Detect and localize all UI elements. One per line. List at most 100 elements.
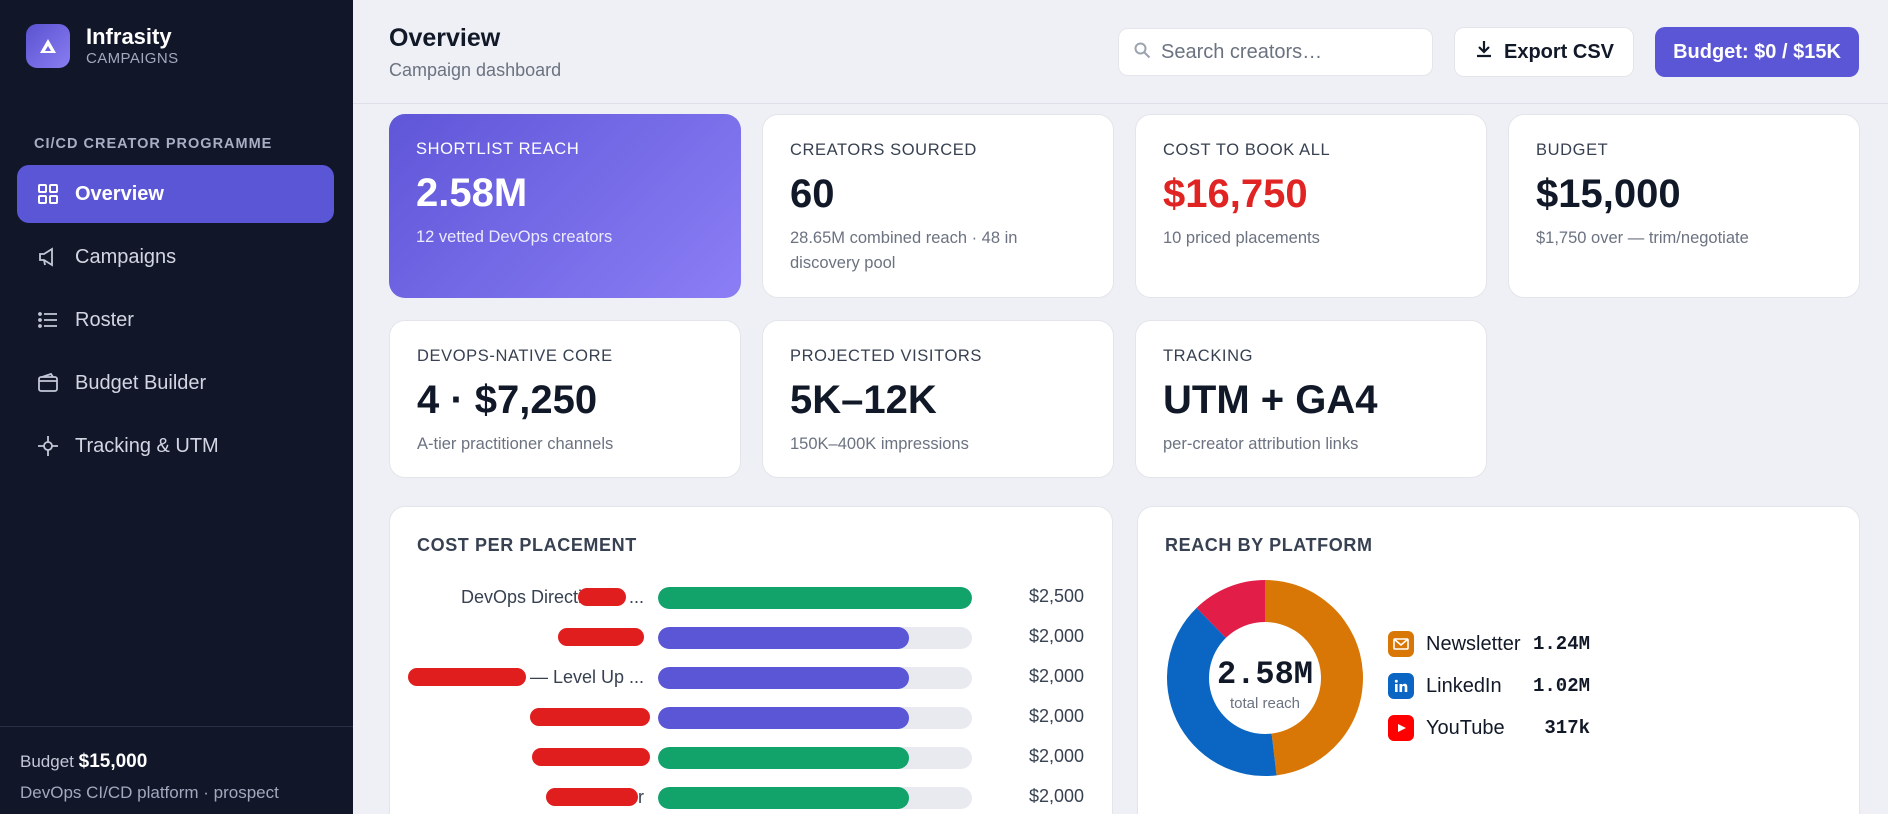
sidebar-item-label: Overview [75, 182, 164, 205]
sidebar-item-label: Budget Builder [75, 371, 207, 394]
bar-track [658, 707, 972, 729]
bar-track [658, 627, 972, 649]
brand[interactable]: Infrasity CAMPAIGNS [26, 24, 179, 68]
legend-label: LinkedIn [1426, 674, 1502, 697]
kpi-sub: 12 vetted DevOps creators [416, 228, 613, 246]
logo-icon [26, 24, 70, 68]
creator-name: r [638, 787, 644, 807]
brand-subtitle: CAMPAIGNS [86, 50, 179, 67]
kpi-label: CREATORS SOURCED [790, 141, 977, 159]
kpi-sub: $1,750 over — trim/negotiate [1536, 229, 1749, 247]
youtube-icon [1388, 715, 1414, 741]
list-icon [37, 309, 59, 331]
reach-legend: Newsletter 1.24M LinkedIn 1.02M YouTube … [1388, 623, 1590, 749]
kpi-label: BUDGET [1536, 141, 1609, 159]
donut-center-value: 2.58M [1217, 656, 1313, 693]
sidebar-nav: Overview Campaigns Roster Budget Builder… [17, 165, 334, 480]
wallet-icon [37, 372, 59, 394]
export-csv-button[interactable]: Export CSV [1454, 27, 1634, 77]
legend-value: 1.24M [1532, 633, 1590, 655]
search-icon [1133, 41, 1151, 64]
sidebar-item-tracking-utm[interactable]: Tracking & UTM [17, 417, 334, 475]
cost-bar [658, 707, 910, 729]
cost-value: $2,000 [1028, 666, 1084, 686]
sidebar-item-overview[interactable]: Overview [17, 165, 334, 223]
reach-by-platform-panel: REACH BY PLATFORM 2.58M total reach News… [1137, 506, 1860, 814]
sidebar: Infrasity CAMPAIGNS CI/CD CREATOR PROGRA… [0, 0, 353, 814]
grid-icon [37, 183, 59, 205]
sidebar-item-label: Tracking & UTM [75, 434, 219, 457]
sidebar-item-label: Campaigns [75, 245, 177, 268]
megaphone-icon [37, 246, 59, 268]
kpi-card-cost-to-book-all: COST TO BOOK ALL $16,750 10 priced place… [1135, 114, 1487, 298]
legend-item-linkedin: LinkedIn 1.02M [1388, 665, 1590, 707]
cost-bar [658, 627, 910, 649]
export-csv-label: Export CSV [1503, 40, 1615, 63]
kpi-value: UTM + GA4 [1163, 378, 1378, 422]
redaction-mark [532, 748, 650, 766]
sidebar-item-roster[interactable]: Roster [17, 291, 334, 349]
legend-value: 1.02M [1532, 675, 1590, 697]
page-title: Overview [389, 24, 501, 52]
kpi-card-devops-native-core: DEVOPS-NATIVE CORE 4 · $7,250 A-tier pra… [389, 320, 741, 478]
cost-bar [658, 667, 910, 689]
kpi-value: $16,750 [1163, 172, 1308, 216]
page-header: Overview Campaign dashboard Export CSV B… [353, 0, 1888, 104]
cost-bar-row: DevOps Directive — ... $2,500 [390, 581, 1110, 613]
kpi-card-budget: BUDGET $15,000 $1,750 over — trim/negoti… [1508, 114, 1860, 298]
cost-bar [658, 587, 972, 609]
budget-button[interactable]: Budget: $0 / $15K [1655, 27, 1859, 77]
legend-item-newsletter: Newsletter 1.24M [1388, 623, 1590, 665]
sidebar-item-campaigns[interactable]: Campaigns [17, 228, 334, 286]
search-box[interactable] [1118, 28, 1433, 76]
cost-bar-row: $2,000 [390, 701, 1110, 733]
kpi-label: COST TO BOOK ALL [1163, 141, 1331, 159]
cost-value: $2,500 [1028, 586, 1084, 606]
footer-description: DevOps CI/CD platform · prospect [20, 783, 279, 802]
kpi-card-projected-visitors: PROJECTED VISITORS 5K–12K 150K–400K impr… [762, 320, 1114, 478]
kpi-value: 4 · $7,250 [417, 378, 598, 422]
sidebar-section-title: CI/CD CREATOR PROGRAMME [34, 136, 273, 152]
sidebar-footer: Budget $15,000 DevOps CI/CD platform · p… [0, 726, 353, 803]
legend-item-youtube: YouTube 317k [1388, 707, 1590, 749]
mail-icon [1388, 631, 1414, 657]
redaction-mark [546, 788, 638, 806]
page-subtitle: Campaign dashboard [389, 60, 562, 80]
bar-track [658, 747, 972, 769]
legend-value: 317k [1544, 717, 1590, 739]
kpi-value: $15,000 [1536, 172, 1681, 216]
redaction-mark [408, 668, 526, 686]
donut-center-label: total reach [1230, 695, 1300, 712]
redaction-mark [578, 588, 626, 606]
brand-name: Infrasity [86, 24, 172, 49]
creator-name: — Level Up ... [529, 667, 644, 687]
panel-title: REACH BY PLATFORM [1165, 535, 1373, 555]
footer-budget-value: $15,000 [78, 751, 148, 772]
kpi-sub: A-tier practitioner channels [417, 435, 614, 453]
donut-slice-newsletter [1265, 580, 1364, 776]
cost-bar [658, 787, 910, 809]
cost-value: $2,000 [1028, 786, 1084, 806]
kpi-label: DEVOPS-NATIVE CORE [417, 347, 613, 365]
download-icon [1474, 39, 1494, 65]
cost-value: $2,000 [1028, 626, 1084, 646]
search-input[interactable] [1161, 40, 1411, 64]
donut-slice-youtube [1196, 580, 1265, 638]
redaction-mark [558, 628, 644, 646]
kpi-label: PROJECTED VISITORS [790, 347, 983, 365]
kpi-card-creators-sourced: CREATORS SOURCED 60 28.65M combined reac… [762, 114, 1114, 298]
cost-bar-row: — Level Up ... $2,000 [390, 661, 1110, 693]
crosshair-icon [37, 435, 59, 457]
footer-budget-prefix: Budget [20, 752, 74, 771]
redaction-mark [530, 708, 650, 726]
kpi-value: 5K–12K [790, 378, 937, 422]
cost-value: $2,000 [1028, 706, 1084, 726]
cost-per-placement-panel: COST PER PLACEMENT DevOps Directive — ..… [389, 506, 1113, 814]
bar-track [658, 787, 972, 809]
kpi-card-tracking: TRACKING UTM + GA4 per-creator attributi… [1135, 320, 1487, 478]
bar-track [658, 587, 972, 609]
cost-bar-row: $2,000 [390, 741, 1110, 773]
sidebar-item-budget-builder[interactable]: Budget Builder [17, 354, 334, 412]
kpi-label: TRACKING [1163, 347, 1254, 365]
reach-donut-chart: 2.58M total reach [1167, 580, 1364, 776]
